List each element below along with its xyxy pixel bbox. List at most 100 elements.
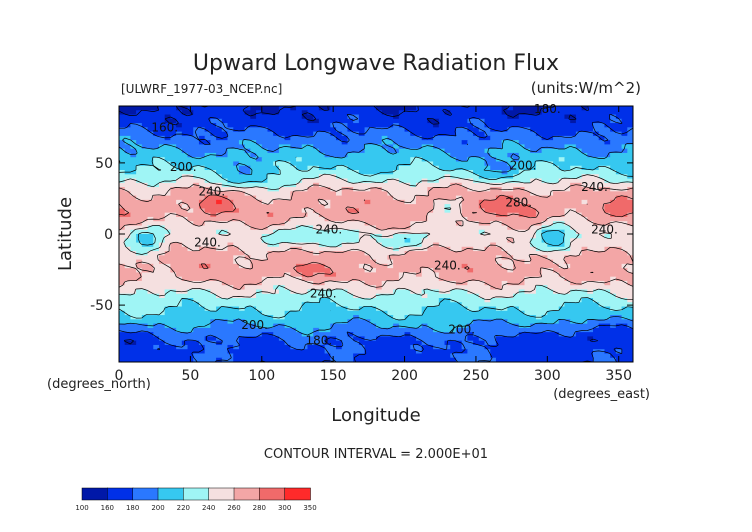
field-cell [376, 323, 394, 329]
field-cell [324, 336, 337, 342]
field-cell [318, 212, 428, 218]
field-cell [147, 251, 166, 256]
field-cell [398, 148, 446, 154]
field-cell [187, 246, 200, 252]
field-cell [267, 127, 337, 133]
field-cell [119, 127, 149, 133]
field-cell [136, 259, 143, 265]
field-cell [158, 344, 177, 350]
field-cell [278, 106, 291, 111]
contour-interval-text: CONTOUR INTERVAL = 2.000E+01 [264, 447, 488, 462]
field-cell [153, 344, 160, 350]
field-cell [433, 327, 457, 333]
field-cell [198, 302, 303, 308]
field-cell [313, 208, 349, 214]
field-cell [124, 280, 223, 286]
field-cell [376, 285, 383, 291]
field-cell [513, 195, 617, 201]
field-cell [553, 268, 628, 273]
field-cell [256, 323, 274, 329]
field-cell [581, 182, 633, 188]
field-cell [461, 221, 480, 227]
field-cell [564, 255, 633, 261]
field-cell [524, 276, 566, 282]
field-cell [410, 131, 457, 137]
field-cell [296, 182, 314, 188]
field-cell [507, 280, 526, 286]
field-cell [227, 131, 274, 137]
field-cell [393, 144, 400, 150]
field-cell [398, 114, 508, 120]
field-cell [473, 123, 486, 128]
field-cell [444, 340, 463, 346]
field-cell [210, 323, 257, 329]
field-cell [158, 182, 194, 188]
field-cell [478, 229, 486, 235]
field-cell [341, 140, 349, 145]
field-cell [501, 170, 508, 175]
field-cell [238, 170, 251, 175]
field-cell [330, 199, 366, 205]
colorbar-swatch [157, 487, 185, 501]
field-cell [290, 216, 326, 222]
field-cell [296, 263, 326, 269]
contour-line-280 [119, 194, 633, 278]
field-cell [273, 332, 303, 337]
field-cell [261, 234, 360, 239]
field-cell [478, 293, 514, 299]
field-cell [564, 302, 600, 308]
field-cell [318, 174, 337, 180]
field-cell [176, 178, 206, 184]
field-cell [130, 152, 137, 158]
field-cell [136, 289, 149, 295]
field-cell [347, 152, 451, 158]
field-cell [410, 238, 423, 244]
field-cell [330, 323, 377, 329]
field-cell [364, 280, 383, 286]
field-cell [250, 148, 269, 154]
field-cell [570, 238, 633, 244]
field-cell [358, 234, 371, 239]
field-cell [593, 357, 617, 362]
field-cell [393, 234, 428, 239]
field-cell [301, 178, 349, 184]
field-cell [421, 306, 468, 312]
field-cell [376, 238, 406, 244]
field-cell [433, 123, 440, 128]
field-cell [233, 285, 246, 291]
field-cell [250, 263, 297, 269]
field-cell [610, 127, 628, 133]
field-cell [210, 289, 257, 295]
field-cell [553, 135, 600, 141]
field-cell [164, 293, 217, 299]
field-cell [433, 268, 468, 273]
field-cell [473, 340, 486, 346]
contour-line-260 [119, 183, 633, 291]
field-cell [261, 310, 286, 316]
field-cell [398, 144, 423, 150]
field-cell [581, 165, 600, 171]
field-cell [158, 106, 177, 111]
field-cell [444, 208, 451, 214]
field-cell [227, 148, 246, 154]
field-cell [381, 110, 400, 116]
field-cell [484, 208, 537, 214]
field-cell [490, 349, 594, 355]
field-cell [564, 229, 577, 235]
field-cell [387, 191, 428, 197]
field-cell [130, 229, 171, 235]
field-cell [119, 302, 183, 308]
field-cell [427, 191, 531, 197]
field-cell [341, 191, 389, 197]
field-cell [330, 357, 354, 362]
x-unit-note: (degrees_east) [553, 387, 650, 402]
field-cell [564, 114, 577, 120]
field-cell [455, 157, 468, 163]
field-cell [490, 221, 503, 227]
field-cell [164, 135, 171, 141]
field-cell [119, 229, 132, 235]
dataset-label: [ULWRF_1977-03_NCEP.nc] [121, 82, 282, 96]
field-cell [467, 268, 474, 273]
field-cell [119, 106, 160, 111]
field-cell [490, 165, 514, 171]
